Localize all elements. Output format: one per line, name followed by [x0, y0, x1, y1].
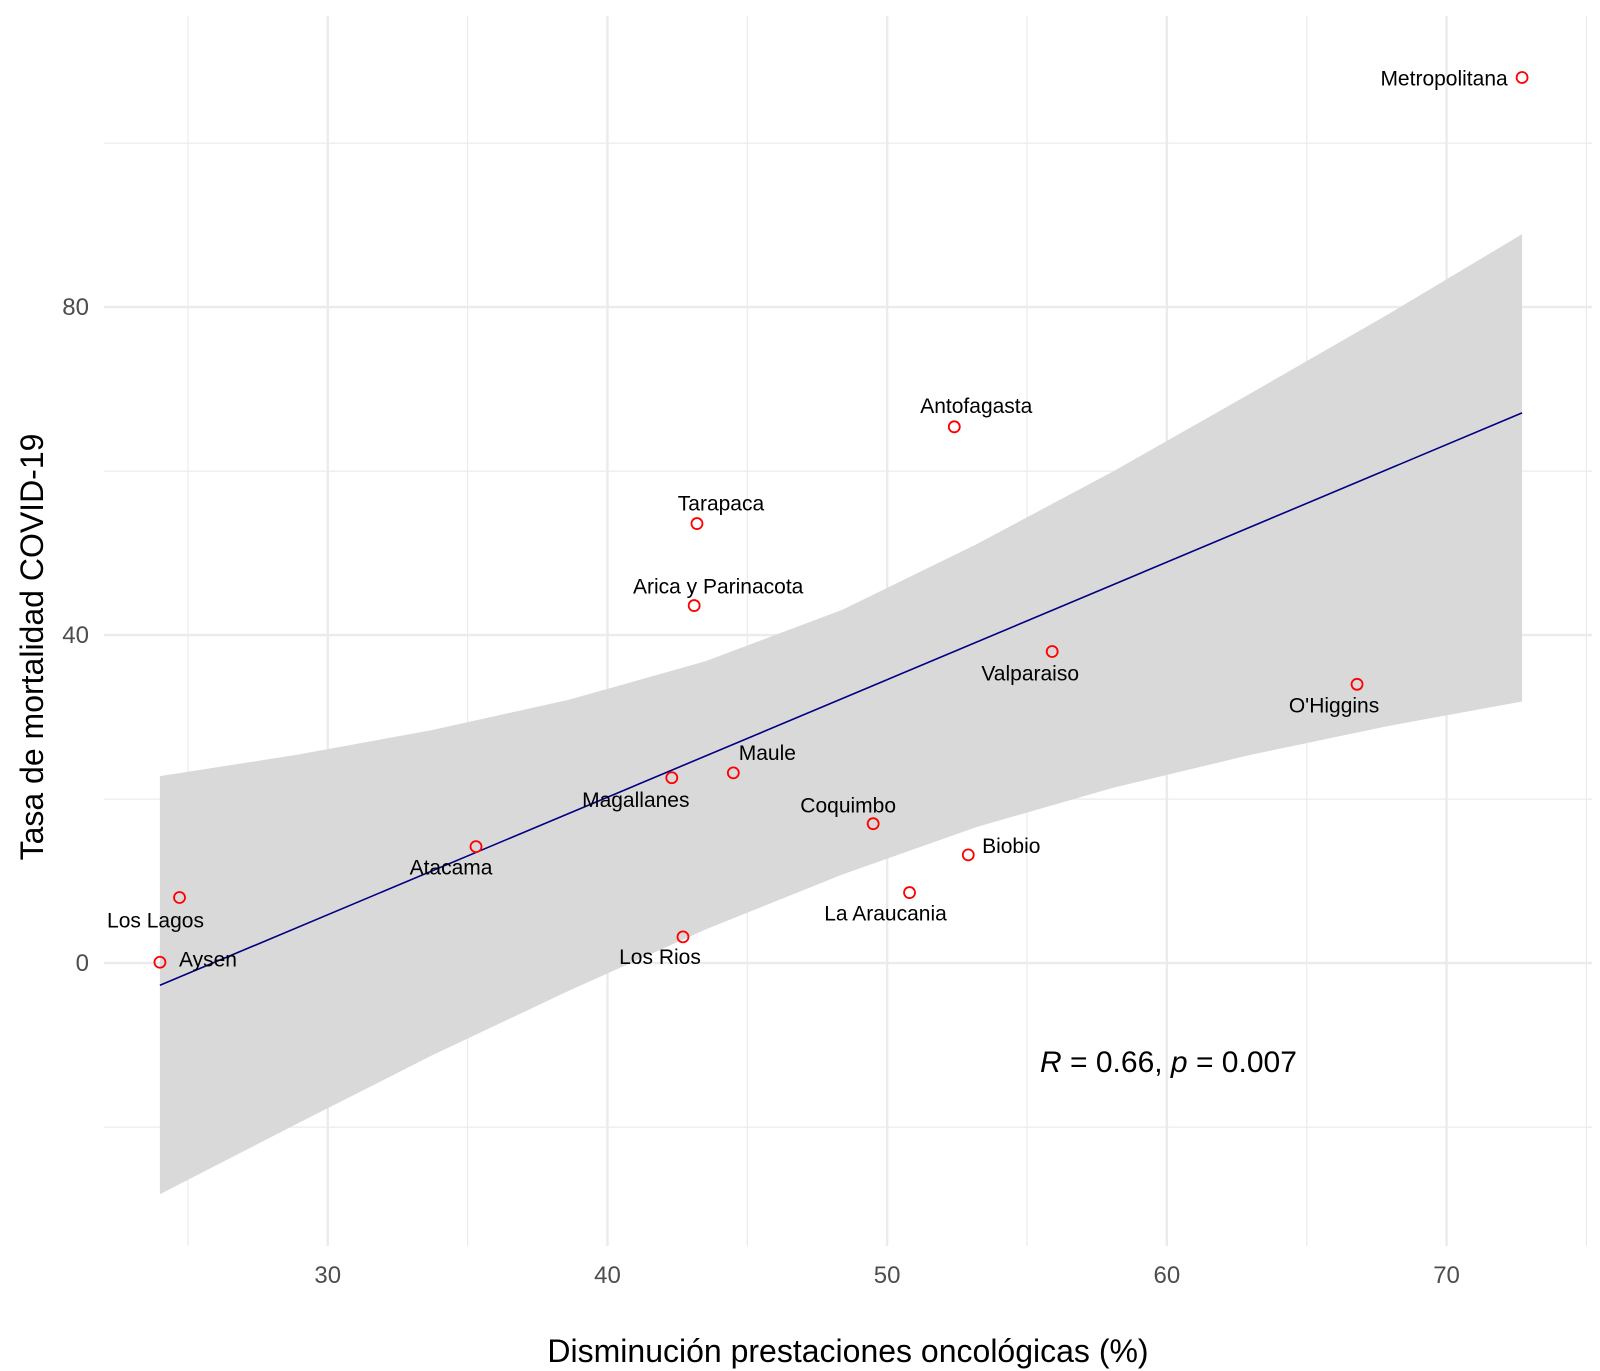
point-label: Antofagasta: [920, 395, 1032, 418]
x-tick-label: 60: [1154, 1262, 1181, 1289]
point-label: Los Rios: [619, 946, 701, 969]
point-label: Valparaiso: [981, 663, 1079, 686]
point-label: Aysen: [179, 948, 237, 971]
point-label: La Araucania: [824, 903, 947, 926]
p-value: = 0.007: [1188, 1046, 1297, 1079]
point-label: Arica y Parinacota: [633, 576, 804, 599]
data-point: [153, 955, 167, 969]
data-point: [676, 930, 690, 944]
data-point: [1350, 677, 1364, 691]
point-label: Atacama: [410, 857, 493, 880]
point-label: Metropolitana: [1380, 68, 1508, 91]
y-tick-label: 0: [76, 950, 89, 977]
correlation-annotation: R = 0.66, p = 0.007: [1040, 1046, 1297, 1079]
point-label: Coquimbo: [800, 795, 896, 818]
data-point: [866, 817, 880, 831]
y-tick-label: 40: [62, 622, 89, 649]
data-point: [1045, 645, 1059, 658]
p-symbol: p: [1170, 1046, 1188, 1079]
point-label: Los Lagos: [107, 910, 204, 933]
tick-labels: 30 40 50 60 70 0 40 80: [62, 294, 1460, 1289]
confidence-band-area: [159, 234, 1523, 1195]
data-point: [665, 771, 679, 785]
r-value: = 0.66,: [1062, 1046, 1171, 1079]
y-tick-label: 80: [62, 294, 89, 321]
x-tick-label: 40: [594, 1262, 621, 1289]
data-point: [947, 420, 961, 434]
x-tick-label: 30: [314, 1262, 341, 1289]
data-point: [469, 840, 483, 854]
x-axis-title: Disminución prestaciones oncológicas (%): [547, 1333, 1148, 1369]
point-label: Maule: [739, 742, 796, 765]
data-point: [726, 766, 740, 780]
point-labels: Metropolitana Antofagasta Tarapaca Arica y …: [107, 68, 1508, 972]
regression-line: [159, 412, 1523, 986]
fit-line: [159, 412, 1523, 986]
data-point: [687, 599, 701, 612]
r-symbol: R: [1040, 1046, 1062, 1079]
point-label: Magallanes: [582, 789, 689, 812]
data-points: [153, 71, 1529, 969]
data-point: [961, 848, 975, 862]
point-label: Biobio: [982, 835, 1040, 858]
point-label: O'Higgins: [1289, 694, 1379, 717]
data-point: [903, 886, 916, 899]
confidence-band: [159, 234, 1523, 1195]
x-tick-label: 50: [874, 1262, 901, 1289]
data-point: [173, 891, 186, 904]
data-point: [690, 517, 704, 530]
x-tick-label: 70: [1433, 1262, 1460, 1289]
y-axis-title: Tasa de mortalidad COVID-19: [14, 434, 50, 861]
point-label: Tarapaca: [678, 493, 765, 516]
data-point: [1515, 71, 1529, 84]
